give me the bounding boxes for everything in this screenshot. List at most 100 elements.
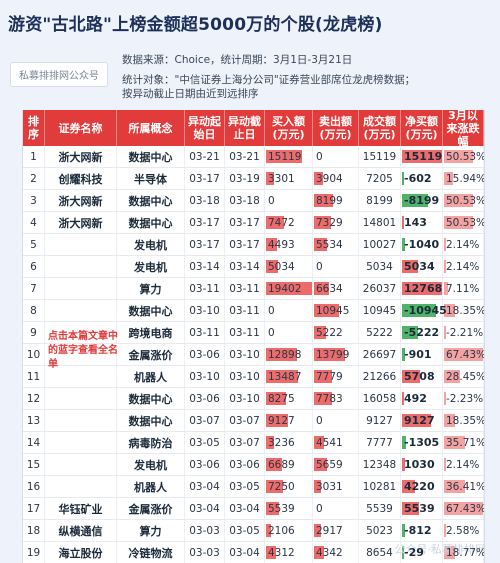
cell-name <box>45 454 117 475</box>
cell-rank: 12 <box>23 388 45 409</box>
cell-bar <box>444 216 474 229</box>
cell-text: 2.58% <box>446 524 480 537</box>
cell-text: 6634 <box>316 282 343 295</box>
cell-bar <box>444 546 455 559</box>
cell-end: 03-18 <box>225 190 265 211</box>
cell-start: 03-06 <box>185 344 225 365</box>
cell-text: 7 <box>30 282 37 295</box>
cell-turnover: 5222 <box>359 322 401 343</box>
cell-text: 7779 <box>316 370 343 383</box>
cell-text: 4312 <box>268 546 295 559</box>
cell-text: 7329 <box>316 216 343 229</box>
source-tag: 私募排排网公众号 <box>10 62 108 87</box>
cell-text: 浙大网新 <box>58 216 103 230</box>
cell-turnover: 10945 <box>359 300 401 321</box>
cell-end: 03-07 <box>225 432 265 453</box>
cell-bar <box>266 370 298 383</box>
cell-text: 03-11 <box>229 282 260 295</box>
cell-buy: 5539 <box>265 498 313 519</box>
cell-text: 算力 <box>139 282 162 296</box>
cell-text: 数据中心 <box>128 304 173 318</box>
cell-net: -602 <box>401 168 443 189</box>
cell-bar <box>402 194 428 207</box>
cell-text: 03-04 <box>189 502 220 515</box>
cell-rank: 7 <box>23 278 45 299</box>
cell-start: 03-04 <box>185 476 225 497</box>
cell-text: 6689 <box>268 458 295 471</box>
cell-bar <box>266 348 297 361</box>
cell-turnover: 5023 <box>359 520 401 541</box>
cell-net: 492 <box>401 388 443 409</box>
cell-text: -1305 <box>404 436 440 449</box>
cell-text: 03-06 <box>189 348 220 361</box>
cell-text: 创耀科技 <box>58 172 103 186</box>
cell-text: 5034 <box>366 260 393 273</box>
cell-buy: 5034 <box>265 256 313 277</box>
cell-bar <box>266 260 278 273</box>
table-row: 8 数据中心 03-10 03-11 0 10945 10945 -10945 18.35% <box>23 300 484 322</box>
cell-buy: 0 <box>265 322 313 343</box>
cell-sell: 0 <box>313 498 359 519</box>
cell-sell: 0 <box>313 146 359 167</box>
cell-text: 18.35% <box>446 304 485 317</box>
cell-text: 03-11 <box>189 326 220 339</box>
cell-text: 03-10 <box>189 370 220 383</box>
cell-bar <box>266 480 284 493</box>
cell-text: -2.21% <box>446 326 484 339</box>
cell-chg: 2.14% <box>443 256 484 277</box>
cell-chg: 50.53% <box>443 146 484 167</box>
side-note-link[interactable]: 点击本篇文章中的蓝字查看全名单 <box>48 331 118 370</box>
cell-bar <box>402 392 404 405</box>
cell-text: 03-17 <box>189 238 220 251</box>
cell-concept: 金属涨价 <box>117 498 185 519</box>
cell-rank: 10 <box>23 344 45 365</box>
cell-text: 5708 <box>404 370 435 383</box>
cell-text: 8654 <box>366 546 393 559</box>
cell-start: 03-10 <box>185 366 225 387</box>
meta-sort: 按异动截止日期由近到远排序 <box>122 88 259 100</box>
cell-text: 3 <box>30 194 37 207</box>
cell-text: 15119 <box>404 150 443 163</box>
cell-text: 03-17 <box>189 216 220 229</box>
cell-name: 华钰矿业 <box>45 498 117 519</box>
cell-chg: 67.43% <box>443 498 484 519</box>
cell-end: 03-14 <box>225 256 265 277</box>
header-rank: 排序 <box>23 110 45 146</box>
cell-name: 海立股份 <box>45 542 117 563</box>
cell-sell: 5222 <box>313 322 359 343</box>
table-row: 2 创耀科技 半导体 03-17 03-19 3301 3904 7205 -602 15.94% <box>23 168 484 190</box>
cell-bar <box>266 150 302 163</box>
cell-text: 50.53% <box>446 216 485 229</box>
cell-text: 10945 <box>362 304 397 317</box>
cell-text: 67.43% <box>446 348 485 361</box>
cell-text: -812 <box>404 524 432 537</box>
cell-text: 15119 <box>268 150 302 163</box>
table-row: 12 数据中心 03-06 03-10 8275 7783 16058 492 -2.23% <box>23 388 484 410</box>
header-turnover: 成交额(万元) <box>359 110 401 146</box>
cell-chg: -2.21% <box>443 322 484 343</box>
cell-concept: 数据中心 <box>117 212 185 233</box>
cell-text: 发电机 <box>134 260 167 274</box>
cell-start: 03-03 <box>185 542 225 563</box>
cell-net: 9127 <box>401 410 443 431</box>
cell-name <box>45 366 117 387</box>
cell-name <box>45 476 117 497</box>
cell-bar <box>314 436 325 449</box>
cell-name <box>45 432 117 453</box>
cell-bar <box>444 172 454 185</box>
cell-text: 7783 <box>316 392 343 405</box>
cell-text: 03-04 <box>229 502 260 515</box>
cell-chg: 2.14% <box>443 454 484 475</box>
cell-turnover: 26037 <box>359 278 401 299</box>
cell-start: 03-07 <box>185 410 225 431</box>
cell-chg: 28.45% <box>443 366 484 387</box>
cell-text: 3031 <box>316 480 343 493</box>
cell-end: 03-05 <box>225 520 265 541</box>
cell-concept: 病毒防治 <box>117 432 185 453</box>
cell-bar <box>444 502 483 515</box>
cell-name <box>45 410 117 431</box>
cell-end: 03-17 <box>225 212 265 233</box>
cell-turnover: 8654 <box>359 542 401 563</box>
cell-text: 2.14% <box>446 260 480 273</box>
cell-bar <box>444 304 455 317</box>
